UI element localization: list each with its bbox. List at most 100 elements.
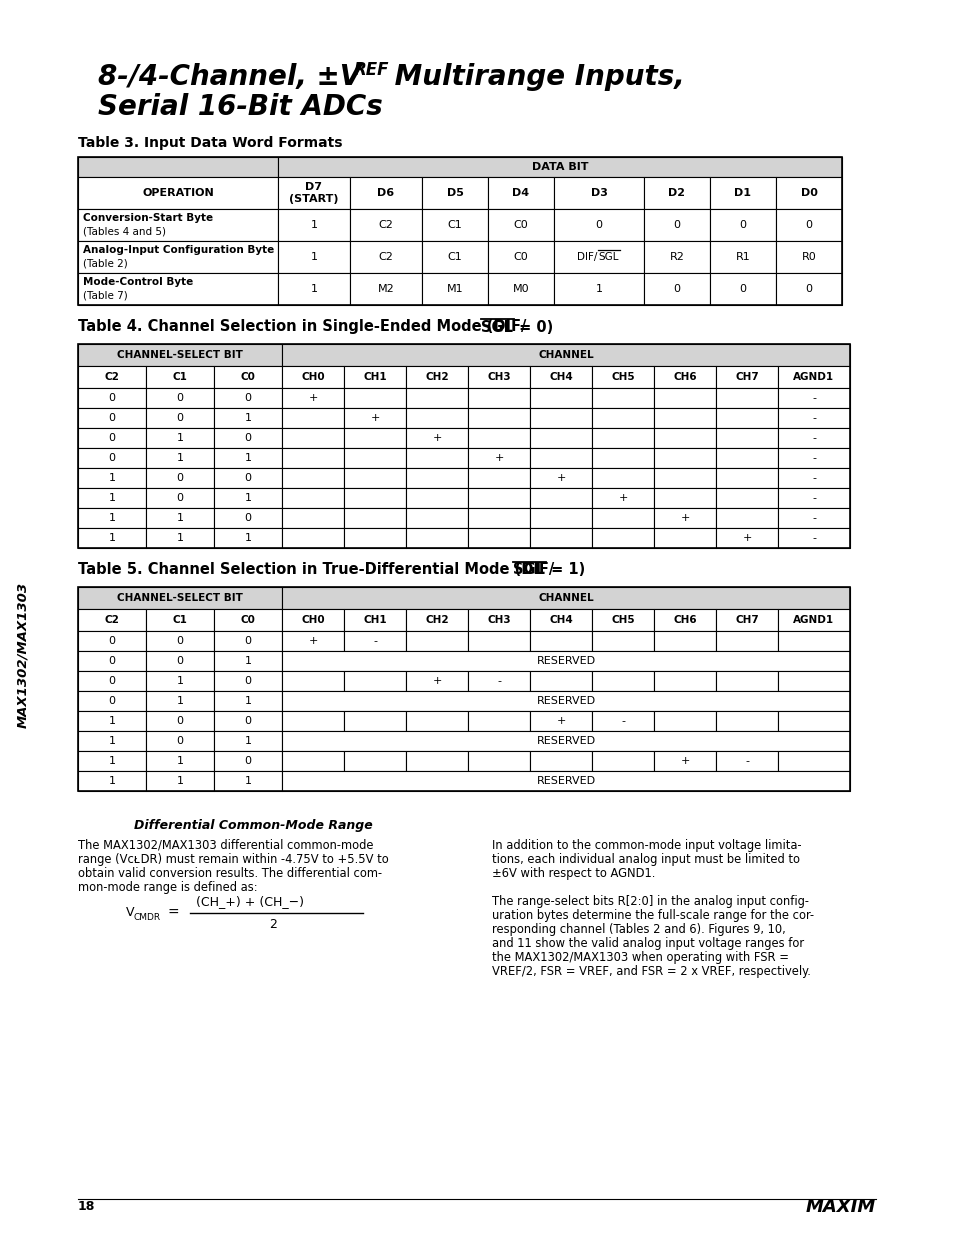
Bar — [213, 692, 282, 711]
Bar — [554, 273, 643, 305]
Text: RESERVED: RESERVED — [536, 776, 595, 785]
Bar — [344, 609, 406, 631]
Bar — [406, 529, 468, 548]
Bar — [716, 631, 778, 651]
Bar — [213, 609, 282, 631]
Bar — [778, 429, 849, 448]
Text: 0: 0 — [673, 220, 679, 230]
Bar — [654, 711, 716, 731]
Text: CH1: CH1 — [363, 615, 386, 625]
Bar — [530, 751, 592, 771]
Text: =: = — [168, 906, 179, 920]
Bar — [213, 388, 282, 408]
Bar — [344, 711, 406, 731]
Text: obtain valid conversion results. The differential com-: obtain valid conversion results. The dif… — [78, 867, 382, 881]
Bar — [643, 273, 709, 305]
Bar — [530, 366, 592, 388]
Text: CH6: CH6 — [673, 615, 696, 625]
Bar — [78, 711, 146, 731]
Bar — [344, 448, 406, 468]
Text: +: + — [679, 756, 689, 766]
Text: 1: 1 — [176, 513, 183, 522]
Bar — [406, 388, 468, 408]
Bar — [775, 209, 841, 241]
Bar — [643, 209, 709, 241]
Bar — [468, 529, 530, 548]
Bar — [654, 751, 716, 771]
Text: C0: C0 — [240, 372, 255, 382]
Bar — [709, 177, 775, 209]
Text: RESERVED: RESERVED — [536, 697, 595, 706]
Bar — [78, 345, 849, 548]
Text: D6: D6 — [377, 188, 395, 198]
Text: 0: 0 — [109, 453, 115, 463]
Bar — [716, 429, 778, 448]
Bar — [146, 731, 213, 751]
Bar — [592, 468, 654, 488]
Bar — [146, 692, 213, 711]
Bar — [282, 488, 344, 508]
Bar — [468, 508, 530, 529]
Bar — [654, 631, 716, 651]
Text: -: - — [373, 636, 376, 646]
Text: and 11 show the valid analog input voltage ranges for: and 11 show the valid analog input volta… — [492, 937, 803, 950]
Bar — [146, 408, 213, 429]
Bar — [277, 157, 841, 177]
Text: 1: 1 — [310, 252, 317, 262]
Bar — [468, 429, 530, 448]
Bar — [530, 388, 592, 408]
Text: 0: 0 — [244, 676, 252, 685]
Bar — [78, 771, 146, 790]
Text: M1: M1 — [446, 284, 463, 294]
Text: Mode-Control Byte: Mode-Control Byte — [83, 277, 193, 287]
Text: 0: 0 — [109, 412, 115, 424]
Text: M0: M0 — [512, 284, 529, 294]
Text: REF: REF — [354, 61, 389, 79]
Bar — [344, 388, 406, 408]
Text: -: - — [811, 493, 815, 503]
Bar — [709, 241, 775, 273]
Text: D0: D0 — [800, 188, 817, 198]
Text: D2: D2 — [668, 188, 685, 198]
Bar — [213, 429, 282, 448]
Bar — [146, 671, 213, 692]
Text: 0: 0 — [244, 473, 252, 483]
Bar — [643, 177, 709, 209]
Bar — [654, 448, 716, 468]
Bar — [146, 366, 213, 388]
Bar — [213, 488, 282, 508]
Bar — [643, 241, 709, 273]
Text: -: - — [620, 716, 624, 726]
Text: 1: 1 — [310, 284, 317, 294]
Bar — [530, 508, 592, 529]
Text: MAXIM: MAXIM — [805, 1198, 875, 1216]
Bar — [592, 529, 654, 548]
Bar — [468, 609, 530, 631]
Bar — [277, 273, 350, 305]
Bar — [146, 651, 213, 671]
Bar — [78, 587, 282, 609]
Text: CH0: CH0 — [301, 615, 324, 625]
Bar — [530, 631, 592, 651]
Text: SGL: SGL — [598, 252, 618, 262]
Bar — [406, 751, 468, 771]
Bar — [468, 366, 530, 388]
Text: C2: C2 — [378, 252, 393, 262]
Text: Table 5. Channel Selection in True-Differential Mode (DIF/: Table 5. Channel Selection in True-Diffe… — [78, 562, 554, 578]
Bar — [213, 529, 282, 548]
Bar — [421, 241, 488, 273]
Bar — [146, 388, 213, 408]
Text: RESERVED: RESERVED — [536, 656, 595, 666]
Text: Differential Common-Mode Range: Differential Common-Mode Range — [133, 819, 372, 832]
Bar — [778, 711, 849, 731]
Bar — [421, 177, 488, 209]
Bar — [716, 609, 778, 631]
Bar — [78, 651, 146, 671]
Text: C2: C2 — [378, 220, 393, 230]
Bar — [146, 468, 213, 488]
Text: C0: C0 — [513, 252, 528, 262]
Bar — [146, 631, 213, 651]
Bar — [530, 468, 592, 488]
Text: 1: 1 — [310, 220, 317, 230]
Text: Serial 16-Bit ADCs: Serial 16-Bit ADCs — [98, 93, 382, 121]
